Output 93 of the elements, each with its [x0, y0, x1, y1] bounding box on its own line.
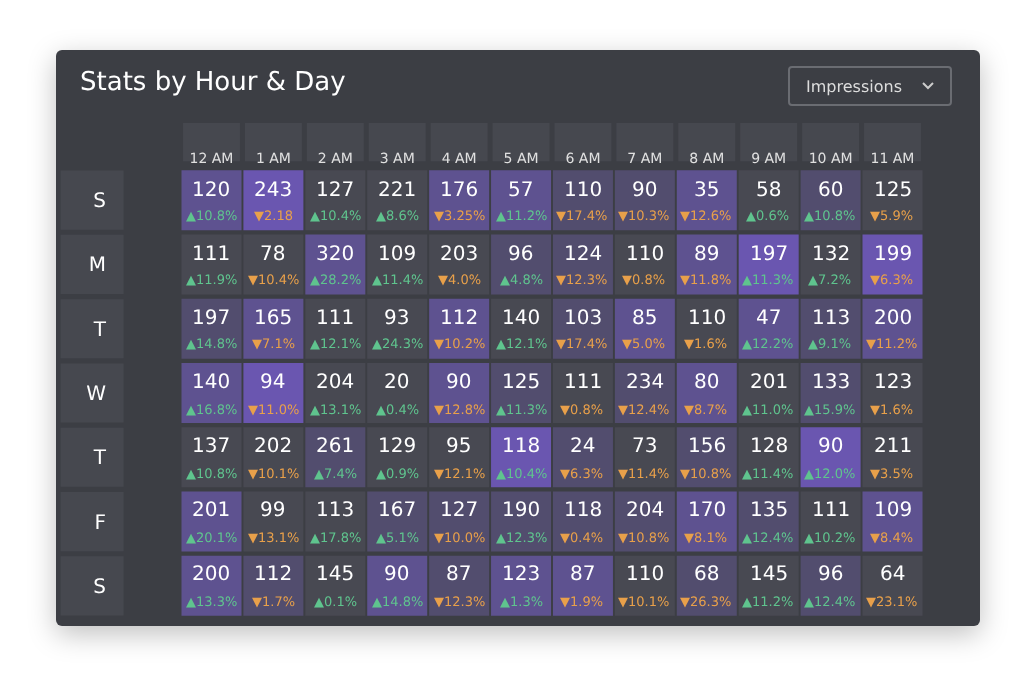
data-label: 203: [440, 244, 479, 266]
y-tick-label: W: [86, 384, 107, 406]
data-label: 103: [564, 308, 603, 330]
data-label: 202: [254, 436, 293, 458]
data-label: 60: [818, 180, 844, 202]
data-label: 73: [632, 436, 658, 458]
data-label: 96: [508, 244, 534, 266]
data-label: 221: [378, 180, 417, 202]
chart-title: Stats by Hour & Day: [80, 68, 346, 98]
data-label: 111: [564, 372, 603, 394]
data-label: 145: [750, 564, 789, 586]
data-label: 125: [502, 372, 541, 394]
data-label: 112: [440, 308, 479, 330]
data-label: 110: [626, 244, 665, 266]
data-label: 204: [626, 500, 665, 522]
data-label: 197: [192, 308, 231, 330]
data-label: 120: [192, 180, 231, 202]
data-label: 64: [880, 564, 906, 586]
data-label: 204: [316, 372, 355, 394]
data-label: 125: [874, 180, 913, 202]
data-label: 243: [254, 180, 293, 202]
data-label: 132: [812, 244, 851, 266]
data-label: 123: [874, 372, 913, 394]
data-label: 140: [192, 372, 231, 394]
y-tick-label: F: [94, 512, 107, 535]
data-label: 124: [564, 244, 603, 266]
data-label: 87: [446, 564, 472, 586]
data-label: 109: [378, 244, 417, 266]
data-label: 111: [812, 500, 851, 522]
data-label: 80: [694, 372, 720, 394]
data-label: 201: [192, 500, 231, 522]
data-label: 35: [694, 180, 720, 202]
data-label: 78: [260, 244, 286, 266]
data-label: 118: [564, 500, 603, 522]
data-label: 199: [874, 244, 913, 266]
data-label: 137: [192, 436, 231, 458]
data-label: 89: [694, 244, 720, 266]
data-label: 170: [688, 500, 727, 522]
data-label: 128: [750, 436, 789, 458]
data-label: 167: [378, 500, 417, 522]
data-label: 111: [316, 308, 355, 330]
data-label: 156: [688, 436, 727, 458]
data-label: 95: [446, 436, 472, 458]
data-label: 197: [750, 244, 789, 266]
data-label: 133: [812, 372, 851, 394]
data-label: 140: [502, 308, 541, 330]
data-label: 58: [756, 180, 782, 202]
data-label: 24: [570, 436, 596, 458]
data-label: 261: [316, 436, 355, 458]
data-label: 190: [502, 500, 541, 522]
data-label: 201: [750, 372, 789, 394]
data-label: 68: [694, 564, 720, 586]
data-label: 135: [750, 500, 789, 522]
data-label: 129: [378, 436, 417, 458]
data-label: 94: [260, 372, 286, 394]
data-label: 90: [632, 180, 658, 202]
data-label: 20: [384, 372, 410, 394]
data-label: 176: [440, 180, 479, 202]
data-label: 110: [688, 308, 727, 330]
data-label: 165: [254, 308, 293, 330]
data-label: 145: [316, 564, 355, 586]
data-label: 320: [316, 244, 355, 266]
data-label: 90: [818, 436, 844, 458]
data-label: 57: [508, 180, 534, 202]
data-label: 234: [626, 372, 665, 394]
data-label: 87: [570, 564, 596, 586]
y-tick-label: M: [88, 255, 106, 278]
data-label: 113: [812, 308, 851, 330]
data-label: 47: [756, 308, 782, 330]
data-label: 200: [192, 564, 231, 586]
data-label: 111: [192, 244, 231, 266]
dropdown: Impressions: [788, 66, 952, 106]
data-label: 127: [316, 180, 355, 202]
data-label: 109: [874, 500, 913, 522]
data-label: 113: [316, 500, 355, 522]
data-label: 118: [502, 436, 541, 458]
data-label: 200: [874, 308, 913, 330]
y-tick-label: S: [93, 191, 106, 214]
data-label: 90: [384, 564, 410, 586]
data-label: 110: [626, 564, 665, 586]
data-label: 127: [440, 500, 479, 522]
data-label: 99: [260, 500, 286, 522]
data-label: 93: [384, 308, 410, 330]
y-tick-label: S: [93, 576, 106, 599]
data-label: 85: [632, 308, 658, 330]
y-tick-label: T: [91, 448, 108, 471]
data-label: 112: [254, 564, 293, 586]
data-label: 123: [502, 564, 541, 586]
data-label: 211: [874, 436, 913, 458]
data-label: 96: [818, 564, 844, 586]
y-tick-label: T: [91, 319, 108, 342]
data-label: 110: [564, 180, 603, 202]
data-label: 90: [446, 372, 472, 394]
